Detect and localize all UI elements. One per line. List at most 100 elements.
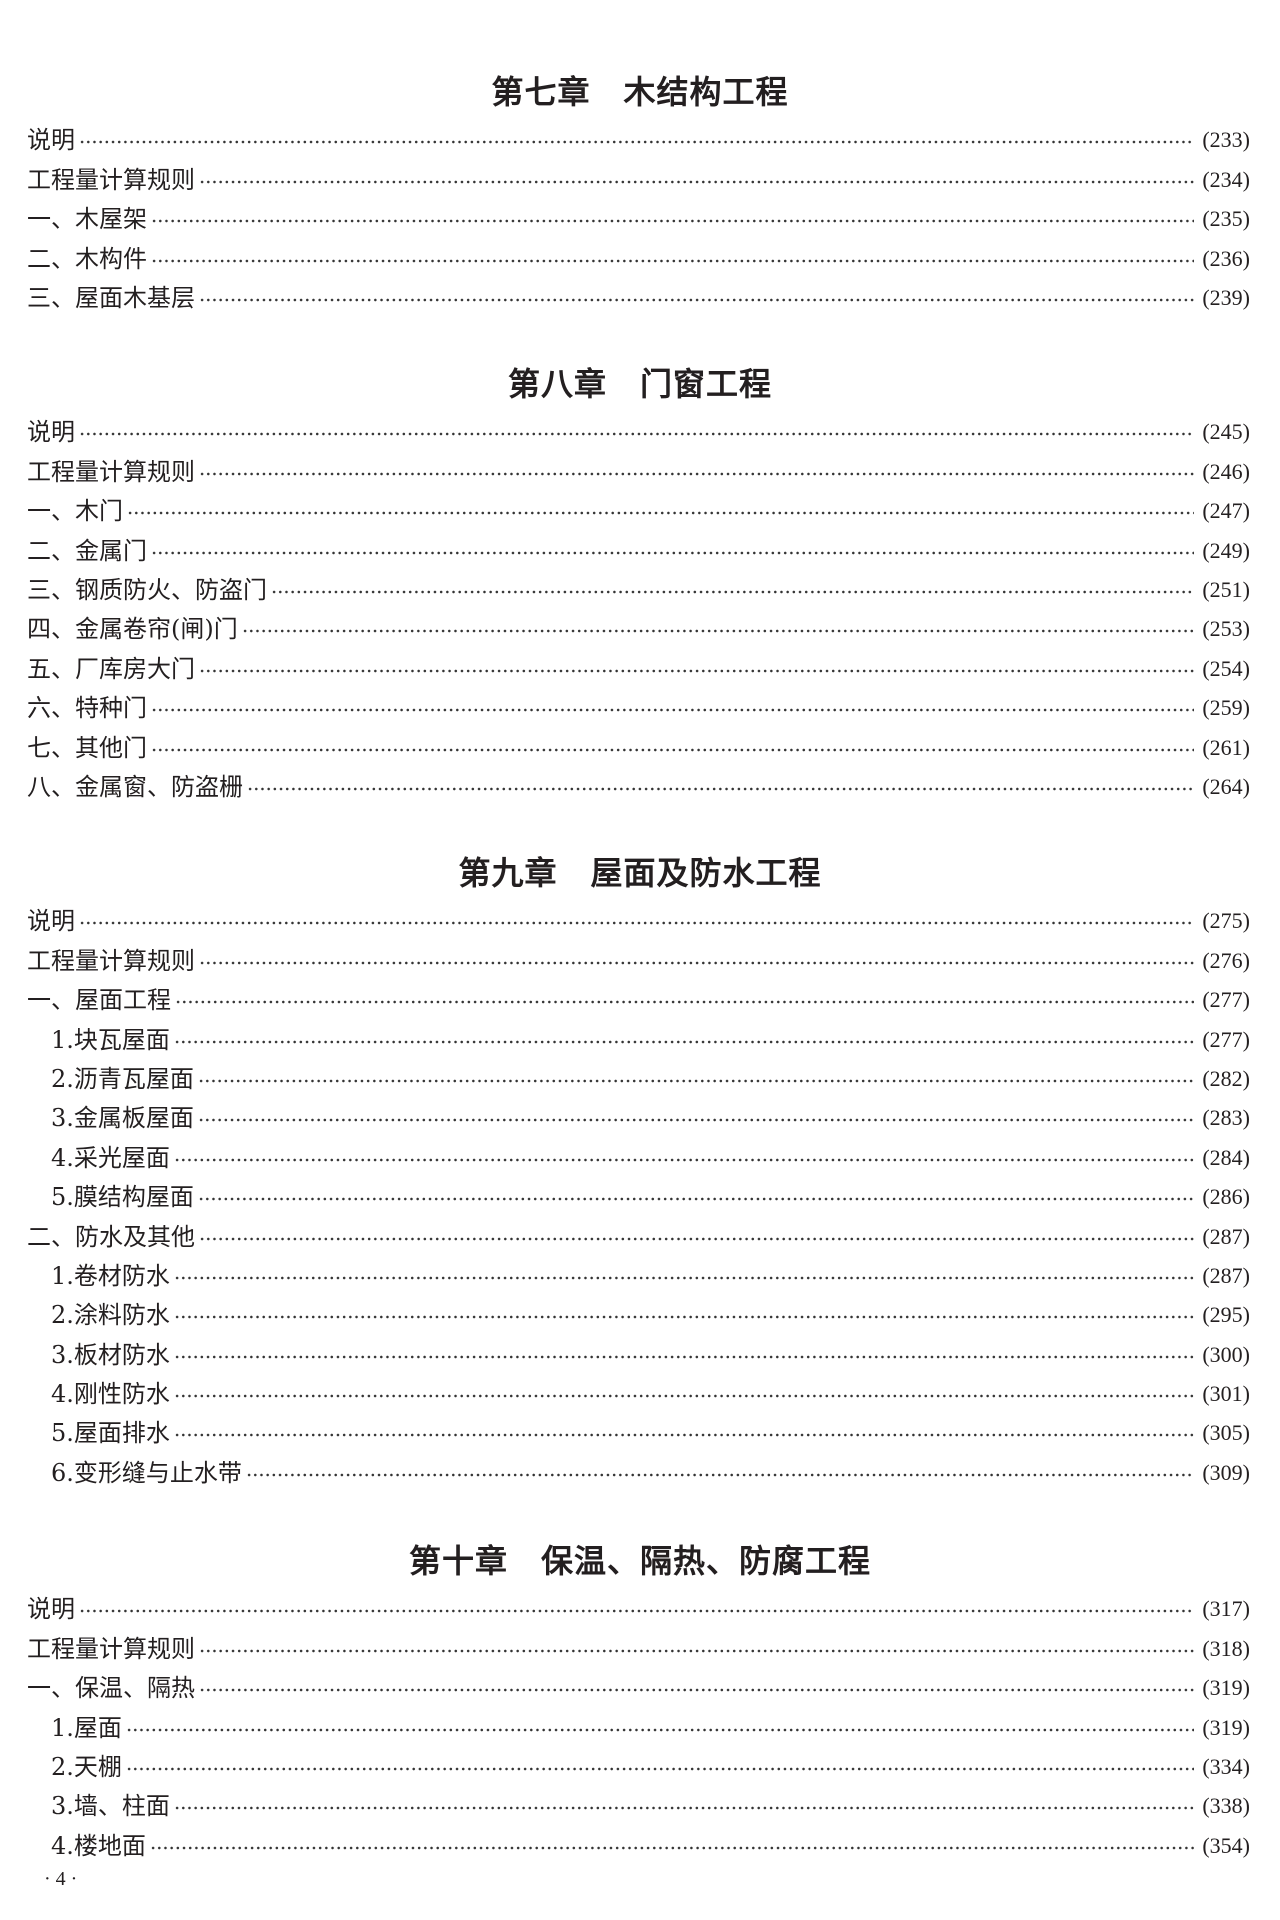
- dot-leader: [149, 1842, 1195, 1853]
- dot-leader: [241, 626, 1195, 637]
- dot-leader: [151, 705, 1195, 716]
- toc-entry-page: (319): [1202, 1675, 1250, 1701]
- toc-entry-page: (277): [1202, 987, 1250, 1013]
- dot-leader: [199, 957, 1195, 968]
- toc-entry-label: 2.涂料防水: [51, 1301, 170, 1330]
- chapter-title: 第七章 木结构工程: [491, 73, 789, 111]
- dot-leader: [173, 1351, 1195, 1362]
- toc-entry-label: 二、防水及其他: [27, 1222, 195, 1251]
- dot-leader: [173, 1430, 1195, 1441]
- toc-entry-page: (254): [1202, 655, 1250, 681]
- dot-leader: [197, 1115, 1195, 1126]
- toc-entry-page: (251): [1202, 576, 1250, 602]
- toc-entry-page: (305): [1202, 1420, 1250, 1446]
- dot-leader: [127, 508, 1195, 519]
- toc-entry-label: 六、特种门: [27, 694, 147, 723]
- toc-entry[interactable]: 工程量计算规则 (234): [0, 155, 1280, 194]
- toc-entry[interactable]: 三、屋面木基层 (239): [0, 274, 1280, 313]
- toc-entry-page: (247): [1202, 498, 1250, 524]
- toc-entry[interactable]: 2.沥青瓦屋面 (282): [0, 1055, 1280, 1094]
- toc-entry[interactable]: 5.屋面排水 (305): [0, 1409, 1280, 1448]
- toc-entry[interactable]: 一、保温、隔热 (319): [0, 1664, 1280, 1703]
- toc-entry-page: (239): [1202, 284, 1250, 310]
- toc-entry[interactable]: 二、防水及其他 (287): [0, 1212, 1280, 1251]
- toc-entry[interactable]: 说明 (275): [0, 897, 1280, 936]
- toc-entry[interactable]: 工程量计算规则 (318): [0, 1624, 1280, 1663]
- toc-entry[interactable]: 说明 (317): [0, 1585, 1280, 1624]
- dot-leader: [173, 1272, 1195, 1283]
- toc-entry[interactable]: 4.采光屋面 (284): [0, 1133, 1280, 1172]
- toc-entry-page: (301): [1202, 1381, 1250, 1407]
- dot-leader: [199, 1685, 1195, 1696]
- toc-entry[interactable]: 2.天棚 (334): [0, 1743, 1280, 1782]
- toc-entry-label: 说明: [27, 1595, 75, 1624]
- dot-leader: [199, 1233, 1195, 1244]
- toc-entry[interactable]: 二、金属门 (249): [0, 526, 1280, 565]
- dot-leader: [199, 294, 1195, 305]
- chapter-title: 第九章 屋面及防水工程: [458, 854, 822, 892]
- dot-leader: [197, 1075, 1195, 1086]
- toc-entry[interactable]: 3.墙、柱面 (338): [0, 1782, 1280, 1821]
- toc-entry-label: 3.板材防水: [51, 1340, 170, 1369]
- toc-entry[interactable]: 3.板材防水 (300): [0, 1330, 1280, 1369]
- toc-entry[interactable]: 六、特种门 (259): [0, 684, 1280, 723]
- toc-entry-page: (277): [1202, 1026, 1250, 1052]
- toc-entry-label: 七、其他门: [27, 733, 147, 762]
- dot-leader: [197, 1194, 1195, 1205]
- toc-entry-page: (261): [1202, 734, 1250, 760]
- toc-entry-page: (259): [1202, 695, 1250, 721]
- toc-entry[interactable]: 4.楼地面 (354): [0, 1821, 1280, 1860]
- toc-entry-label: 工程量计算规则: [27, 1634, 195, 1663]
- toc-entry[interactable]: 七、其他门 (261): [0, 723, 1280, 762]
- toc-entry[interactable]: 说明 (233): [0, 116, 1280, 155]
- toc-entry[interactable]: 6.变形缝与止水带 (309): [0, 1448, 1280, 1487]
- toc-entry[interactable]: 1.块瓦屋面 (277): [0, 1015, 1280, 1054]
- toc-entry-page: (282): [1202, 1065, 1250, 1091]
- toc-entry[interactable]: 一、木屋架 (235): [0, 195, 1280, 234]
- toc-entry-label: 说明: [27, 907, 75, 936]
- toc-entry-label: 工程量计算规则: [27, 165, 195, 194]
- toc-entry-page: (264): [1202, 773, 1250, 799]
- chapter-section: 第八章 门窗工程 说明 (245) 工程量计算规则 (246) 一、木门 (247) 二、金属…: [0, 362, 1280, 802]
- toc-entry-page: (283): [1202, 1105, 1250, 1131]
- toc-entry[interactable]: 3.金属板屋面 (283): [0, 1094, 1280, 1133]
- toc-entry-label: 2.天棚: [51, 1752, 122, 1781]
- toc-entry[interactable]: 2.涂料防水 (295): [0, 1291, 1280, 1330]
- toc-entry[interactable]: 工程量计算规则 (246): [0, 447, 1280, 486]
- toc-entry-page: (338): [1202, 1793, 1250, 1819]
- toc-entry[interactable]: 1.卷材防水 (287): [0, 1252, 1280, 1291]
- toc-entry[interactable]: 二、木构件 (236): [0, 234, 1280, 273]
- toc-entry-page: (334): [1202, 1753, 1250, 1779]
- toc-entry-page: (295): [1202, 1302, 1250, 1328]
- toc-entry-page: (246): [1202, 458, 1250, 484]
- toc-entry-page: (276): [1202, 947, 1250, 973]
- toc-entry-label: 八、金属窗、防盗栅: [27, 772, 243, 801]
- toc-entry-label: 3.金属板屋面: [51, 1104, 194, 1133]
- page-number: · 4 ·: [44, 1868, 78, 1890]
- toc-entry-page: (287): [1202, 1262, 1250, 1288]
- dot-leader: [247, 783, 1195, 794]
- toc-entry[interactable]: 4.刚性防水 (301): [0, 1370, 1280, 1409]
- toc-entry-page: (245): [1202, 419, 1250, 445]
- toc-entry[interactable]: 说明 (245): [0, 408, 1280, 447]
- toc-entry-label: 二、金属门: [27, 536, 147, 565]
- chapter-title: 第十章 保温、隔热、防腐工程: [408, 1542, 871, 1580]
- chapter-title: 第八章 门窗工程: [507, 365, 772, 403]
- toc-entry[interactable]: 工程量计算规则 (276): [0, 936, 1280, 975]
- toc-entry[interactable]: 5.膜结构屋面 (286): [0, 1173, 1280, 1212]
- dot-leader: [271, 586, 1195, 597]
- toc-entry[interactable]: 一、木门 (247): [0, 487, 1280, 526]
- toc-entry-page: (354): [1202, 1832, 1250, 1858]
- toc-entry[interactable]: 1.屋面 (319): [0, 1703, 1280, 1742]
- dot-leader: [151, 255, 1195, 266]
- toc-entry[interactable]: 四、金属卷帘(闸)门 (253): [0, 605, 1280, 644]
- toc-entry[interactable]: 一、屋面工程 (277): [0, 976, 1280, 1015]
- toc-entry[interactable]: 三、钢质防火、防盗门 (251): [0, 566, 1280, 605]
- toc-entry[interactable]: 五、厂库房大门 (254): [0, 644, 1280, 683]
- toc-entry-label: 5.膜结构屋面: [51, 1183, 194, 1212]
- toc-entry[interactable]: 八、金属窗、防盗栅 (264): [0, 763, 1280, 802]
- toc-entry-label: 工程量计算规则: [27, 457, 195, 486]
- toc-entry-label: 一、木门: [27, 497, 123, 526]
- dot-leader: [173, 1803, 1195, 1814]
- dot-leader: [125, 1763, 1195, 1774]
